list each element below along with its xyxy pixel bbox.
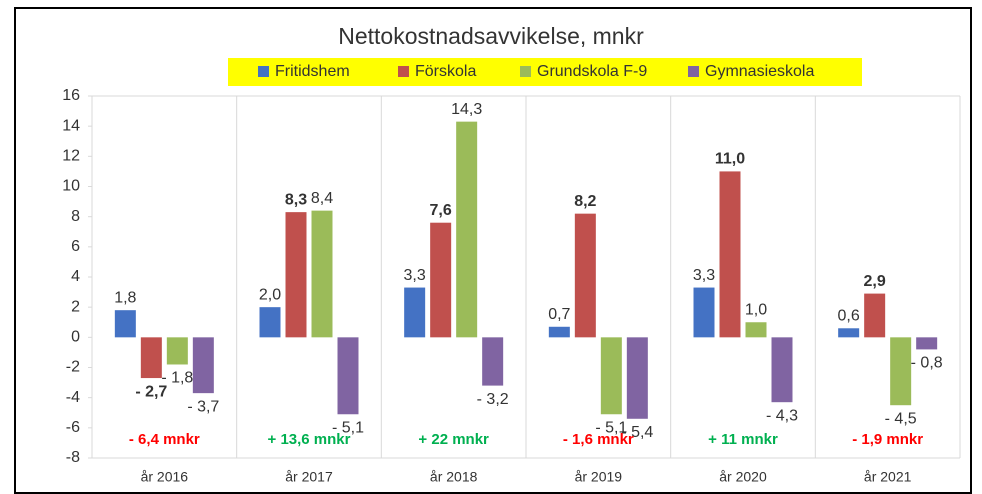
y-tick-label: 2 xyxy=(71,298,80,315)
data-label: - 5,4 xyxy=(621,424,653,441)
data-label: - 5,1 xyxy=(332,419,364,436)
data-label: 7,6 xyxy=(430,202,452,219)
data-label: - 3,2 xyxy=(477,391,509,408)
legend-swatch xyxy=(688,66,699,77)
bar xyxy=(404,287,426,338)
legend-label: Fritidshem xyxy=(275,63,350,80)
data-label: - 3,7 xyxy=(187,398,219,415)
x-tick-label: år 2019 xyxy=(575,469,623,485)
annotation: + 11 mnkr xyxy=(708,431,778,448)
bar xyxy=(626,337,648,419)
bar xyxy=(574,213,596,338)
y-tick-label: -4 xyxy=(66,389,80,406)
bar xyxy=(548,326,570,338)
data-label: 8,2 xyxy=(574,193,596,210)
data-label: 3,3 xyxy=(693,267,715,284)
y-tick-label: -2 xyxy=(66,359,80,376)
legend-label: Förskola xyxy=(415,63,476,80)
data-label: - 4,3 xyxy=(766,407,798,424)
x-tick-label: år 2018 xyxy=(430,469,478,485)
data-label: - 4,5 xyxy=(885,410,917,427)
bar xyxy=(430,222,452,338)
annotation: - 6,4 mnkr xyxy=(129,431,200,448)
data-label: 8,4 xyxy=(311,190,333,207)
annotation: + 13,6 mnkr xyxy=(268,431,351,448)
bar xyxy=(114,310,136,338)
annotation: - 1,6 mnkr xyxy=(563,431,634,448)
data-label: 11,0 xyxy=(715,151,745,168)
bar xyxy=(285,212,307,338)
bar xyxy=(600,337,622,415)
chart-frame xyxy=(14,7,972,494)
y-tick-label: 0 xyxy=(71,329,80,346)
bar xyxy=(337,337,359,415)
chart-title: Nettokostnadsavvikelse, mnkr xyxy=(338,23,644,49)
data-label: - 0,8 xyxy=(911,355,943,372)
y-tick-label: -6 xyxy=(66,419,80,436)
data-label: 14,3 xyxy=(451,101,482,118)
y-tick-label: 6 xyxy=(71,238,80,255)
bar xyxy=(771,337,793,403)
legend-box xyxy=(228,58,862,86)
bar xyxy=(693,287,715,338)
y-tick-label: 4 xyxy=(71,268,80,285)
legend-swatch xyxy=(258,66,269,77)
bar xyxy=(311,210,333,338)
data-label: 0,7 xyxy=(548,306,570,323)
bar xyxy=(719,171,741,338)
legend-label: Grundskola F-9 xyxy=(537,63,647,80)
legend-swatch xyxy=(398,66,409,77)
bar xyxy=(916,337,938,350)
data-label: - 1,8 xyxy=(161,370,193,387)
data-label: 1,8 xyxy=(114,289,136,306)
y-tick-label: 12 xyxy=(62,148,80,165)
legend-label: Gymnasieskola xyxy=(705,63,814,80)
bar xyxy=(166,337,188,365)
y-tick-label: 10 xyxy=(62,178,80,195)
bar xyxy=(140,337,162,379)
data-label: 2,9 xyxy=(864,273,886,290)
y-tick-label: -8 xyxy=(66,449,80,466)
bar xyxy=(890,337,912,406)
x-tick-label: år 2020 xyxy=(719,469,767,485)
legend-swatch xyxy=(520,66,531,77)
bar xyxy=(864,293,886,338)
y-tick-label: 14 xyxy=(62,117,80,134)
data-label: 0,6 xyxy=(838,308,860,325)
data-label: - 2,7 xyxy=(135,383,167,400)
y-tick-label: 8 xyxy=(71,208,80,225)
data-label: 8,3 xyxy=(285,191,307,208)
bar xyxy=(192,337,214,394)
x-tick-label: år 2016 xyxy=(141,469,189,485)
y-tick-label: 16 xyxy=(62,87,80,104)
bar xyxy=(838,328,860,338)
annotation: + 22 mnkr xyxy=(418,431,489,448)
data-label: 2,0 xyxy=(259,286,281,303)
bar xyxy=(482,337,504,386)
data-label: - 5,1 xyxy=(595,419,627,436)
annotation: - 1,9 mnkr xyxy=(852,431,923,448)
data-label: 3,3 xyxy=(404,267,426,284)
x-tick-label: år 2017 xyxy=(285,469,333,485)
bar xyxy=(456,121,478,338)
bar xyxy=(745,322,767,338)
bar xyxy=(259,307,281,338)
data-label: 1,0 xyxy=(745,301,767,318)
x-tick-label: år 2021 xyxy=(864,469,912,485)
